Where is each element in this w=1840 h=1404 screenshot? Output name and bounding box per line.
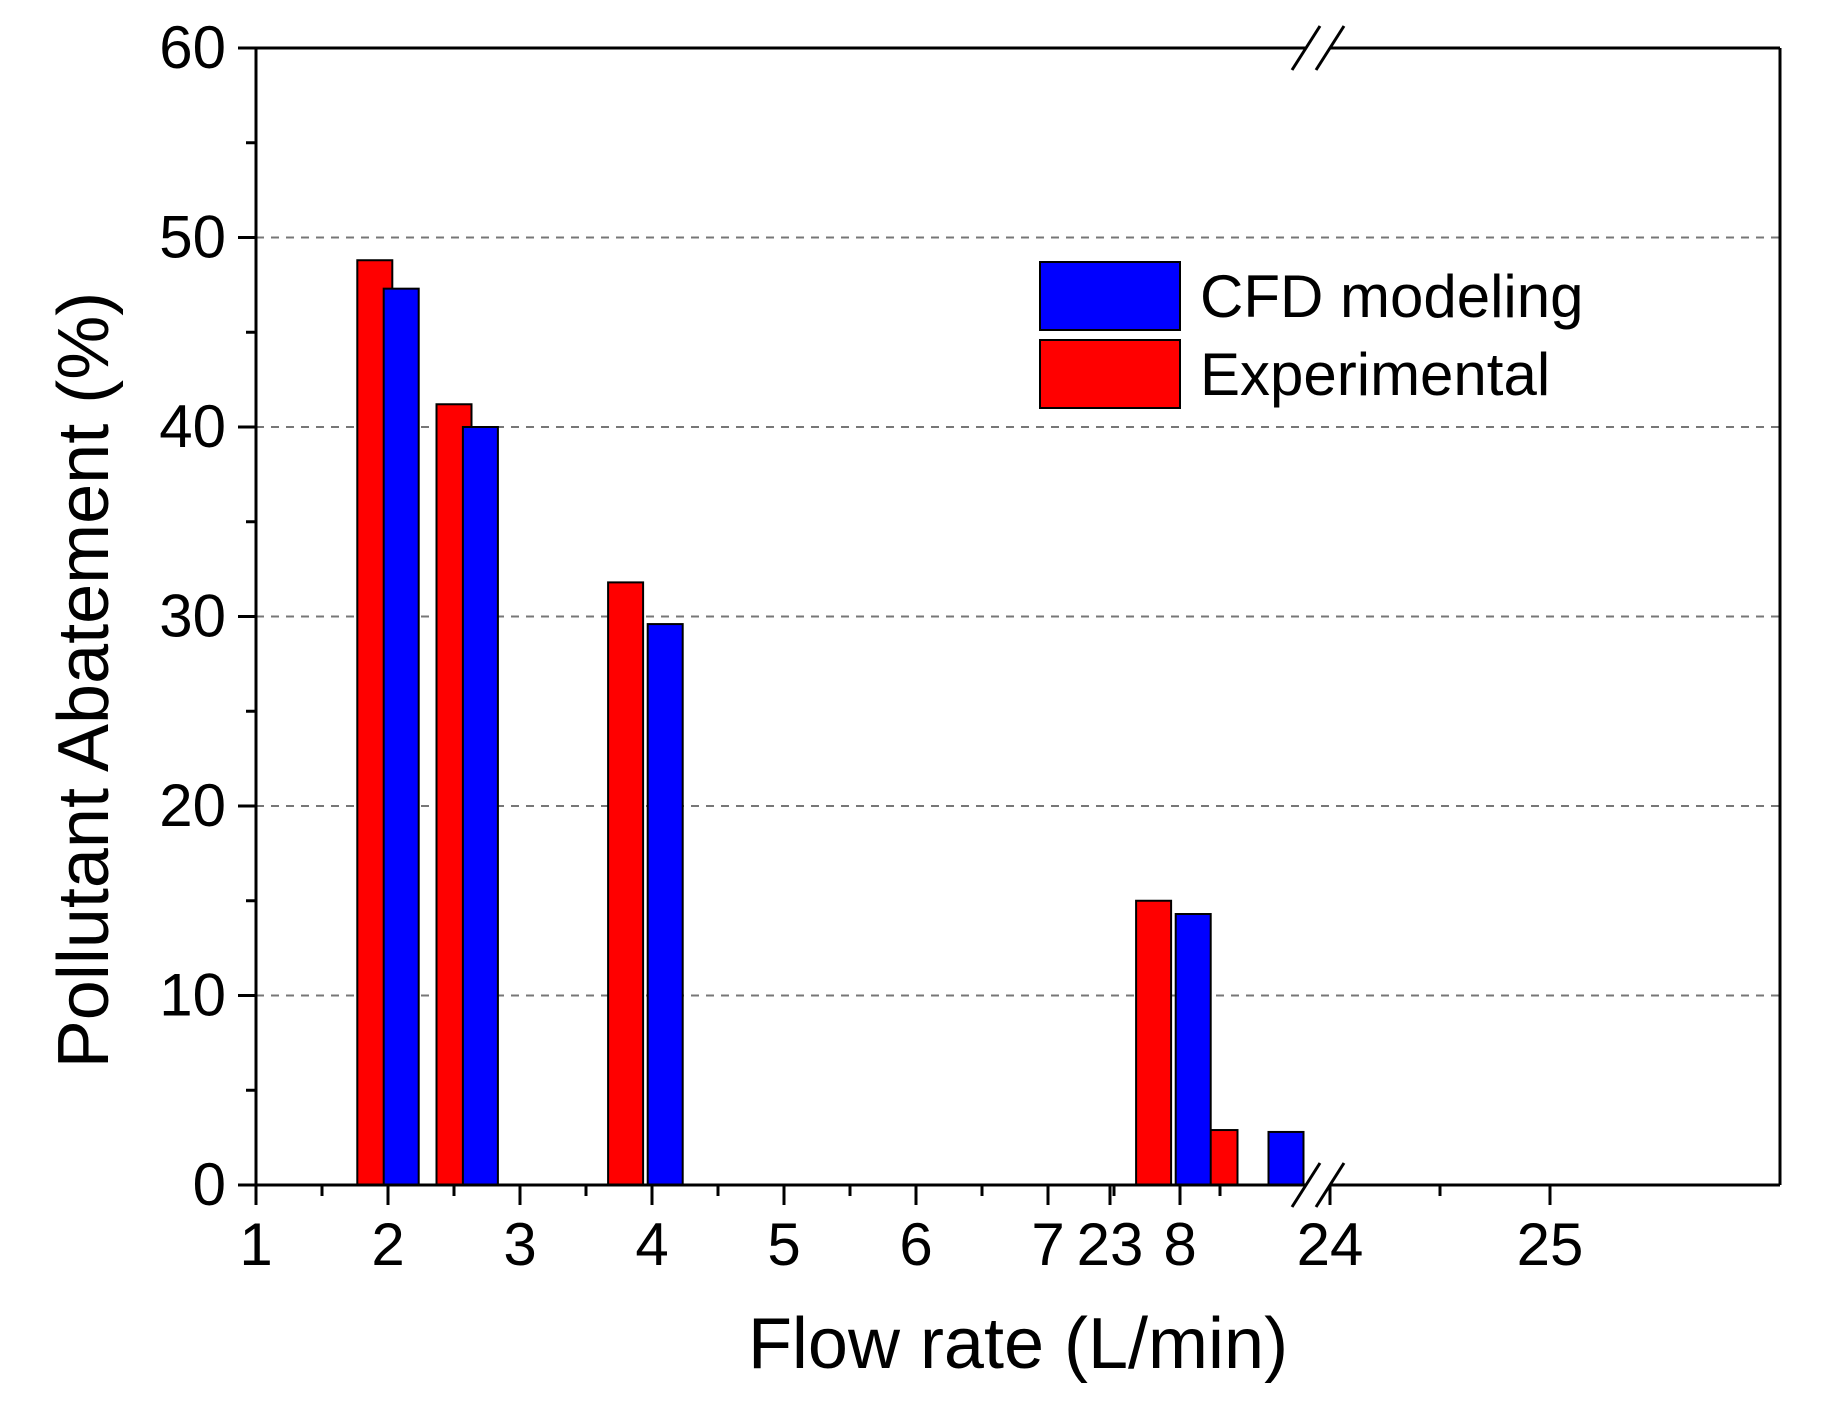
axis-break-mark: [1290, 1162, 1322, 1208]
legend-swatch: [1039, 339, 1181, 409]
y-tick-label: 20: [159, 772, 226, 839]
bar-cfd-modeling: [382, 287, 420, 1187]
bar-experimental: [1135, 899, 1173, 1186]
y-tick-label: 30: [159, 583, 226, 650]
x-tick-label: 24: [1297, 1211, 1364, 1278]
y-tick-label: 60: [159, 14, 226, 81]
legend-label: CFD modeling: [1200, 263, 1583, 330]
bar-experimental: [607, 581, 645, 1186]
y-tick-label: 0: [193, 1151, 226, 1218]
legend-swatch: [1039, 261, 1181, 331]
x-tick-label: 7: [1031, 1211, 1064, 1278]
legend-label: Experimental: [1200, 341, 1550, 408]
y-tick-label: 50: [159, 204, 226, 271]
x-tick-label: 8: [1163, 1211, 1196, 1278]
x-tick-label: 3: [503, 1211, 536, 1278]
axis-break-mark: [1314, 25, 1346, 71]
x-axis-title: Flow rate (L/min): [748, 1304, 1288, 1384]
x-tick-label: 6: [899, 1211, 932, 1278]
x-tick-label: 2: [371, 1211, 404, 1278]
x-tick-label: 4: [635, 1211, 668, 1278]
legend: CFD modeling Experimental: [1039, 261, 1583, 409]
y-axis-title: Pollutant Abatement (%): [44, 292, 124, 1068]
y-tick-label: 40: [159, 393, 226, 460]
bar-cfd-modeling: [1267, 1130, 1305, 1186]
x-tick-label: 5: [767, 1211, 800, 1278]
bar-cfd-modeling: [1174, 913, 1212, 1186]
x-tick-label: 23: [1077, 1211, 1144, 1278]
x-tick-label: 1: [239, 1211, 272, 1278]
bar-cfd-modeling: [461, 426, 499, 1186]
bar-cfd-modeling: [646, 623, 684, 1186]
axis-break-mark: [1290, 25, 1322, 71]
y-tick-label: 10: [159, 962, 226, 1029]
bars: [356, 259, 1305, 1187]
axes: [238, 25, 1782, 1208]
x-tick-label: 25: [1517, 1211, 1584, 1278]
